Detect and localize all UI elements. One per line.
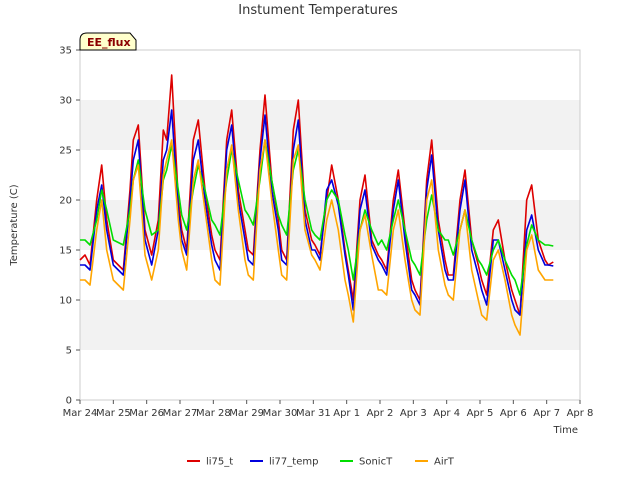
x-axis-label: Time xyxy=(553,425,578,436)
x-tick-label: Apr 6 xyxy=(500,408,527,419)
x-tick-label: Apr 4 xyxy=(433,408,460,419)
x-tick-label: Mar 28 xyxy=(196,408,231,419)
y-tick-label: 10 xyxy=(59,296,72,307)
x-tick-label: Mar 26 xyxy=(129,408,164,419)
series-line-airt xyxy=(80,139,554,336)
grid-band xyxy=(80,250,580,300)
x-tick-label: Mar 31 xyxy=(296,408,331,419)
y-tick-label: 0 xyxy=(66,396,72,407)
y-tick-label: 25 xyxy=(59,146,72,157)
x-tick-label: Mar 27 xyxy=(163,408,198,419)
x-tick-label: Apr 8 xyxy=(567,408,594,419)
y-tick-label: 15 xyxy=(59,246,72,257)
grid-band xyxy=(80,300,580,350)
grid-bands xyxy=(80,50,580,400)
y-axis: 0 5 10 15 20 25 30 35 xyxy=(59,46,80,407)
x-tick-label: Apr 2 xyxy=(367,408,394,419)
legend-item: AirT xyxy=(415,457,455,468)
series-lines xyxy=(79,74,554,336)
grid-band xyxy=(80,50,580,100)
y-tick-label: 5 xyxy=(66,346,72,357)
series-line-li77-temp xyxy=(80,109,554,316)
grid-band xyxy=(80,350,580,400)
series-line-li75-t xyxy=(79,74,554,316)
legend-label: SonicT xyxy=(359,457,393,468)
ee-flux-badge: EE_flux xyxy=(79,32,137,51)
x-tick-label: Apr 3 xyxy=(400,408,427,419)
legend-item: li77_temp xyxy=(250,457,318,468)
y-axis-label: Temperature (C) xyxy=(9,184,20,266)
y-tick-label: 30 xyxy=(59,96,72,107)
x-tick-label: Mar 24 xyxy=(63,408,98,419)
x-tick-label: Apr 1 xyxy=(333,408,360,419)
legend-label: li75_t xyxy=(206,457,233,468)
x-tick-label: Mar 30 xyxy=(263,408,298,419)
y-tick-label: 35 xyxy=(59,46,72,57)
badge-label: EE_flux xyxy=(87,36,131,49)
x-tick-label: Mar 25 xyxy=(96,408,131,419)
badge-box xyxy=(79,32,137,51)
x-tick-label: Apr 7 xyxy=(533,408,560,419)
y-tick-label: 20 xyxy=(59,196,72,207)
legend-item: SonicT xyxy=(340,457,393,468)
legend-item: li75_t xyxy=(187,457,233,468)
x-tick-label: Apr 5 xyxy=(467,408,494,419)
chart-title: Instument Temperatures xyxy=(238,3,398,18)
x-tick-label: Mar 29 xyxy=(229,408,264,419)
legend-label: li77_temp xyxy=(269,457,318,468)
legend-label: AirT xyxy=(434,457,455,468)
legend: li75_t li77_temp SonicT AirT xyxy=(187,457,455,468)
grid-band xyxy=(80,100,580,150)
plot-area xyxy=(79,49,581,401)
